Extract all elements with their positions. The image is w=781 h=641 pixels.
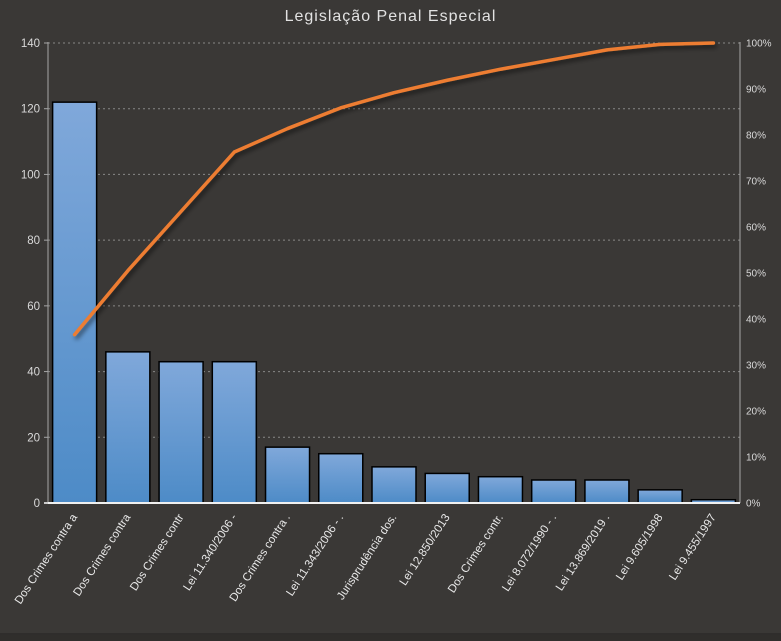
y-right-tick-label: 20%	[746, 407, 766, 418]
x-category-label: Lei 9.605/1998	[614, 512, 666, 582]
x-category-label: Dos Crimes contr	[128, 512, 187, 593]
x-category-label: Lei 11.340/2006 -	[181, 512, 239, 593]
bar-6[interactable]	[318, 452, 364, 504]
y-left-tick-label: 20	[27, 432, 40, 444]
bottom-edge	[0, 633, 781, 641]
cumulative-line[interactable]	[72, 41, 716, 337]
x-category-label: Dos Crimes contra .	[228, 512, 293, 604]
x-category-label: Lei 11.343/2006 - .	[284, 512, 346, 598]
y-right-tick-label: 70%	[746, 177, 766, 188]
x-category-label: Dos Crimes contra	[71, 512, 133, 599]
y-left-tick-label: 0	[34, 498, 40, 510]
y-right-tick-label: 60%	[746, 223, 766, 234]
x-category-label: Lei 13.869/2019 .	[554, 512, 612, 593]
y-left-tick-label: 80	[27, 235, 40, 247]
bar-9[interactable]	[477, 475, 524, 504]
y-right-tick-label: 100%	[746, 39, 772, 50]
y-left-tick-label: 120	[21, 104, 40, 116]
y-axis-left-labels: 0 20 40 60 80 100 120 140	[21, 38, 48, 510]
y-left-tick-label: 100	[21, 169, 40, 181]
gridlines	[48, 42, 740, 438]
y-right-tick-label: 0%	[746, 499, 761, 510]
y-right-tick-label: 30%	[746, 361, 766, 372]
bar-12[interactable]	[637, 489, 683, 504]
bar-2[interactable]	[105, 351, 151, 504]
bar-series	[51, 101, 737, 504]
bar-3[interactable]	[158, 360, 204, 504]
y-left-tick-label: 40	[27, 367, 40, 379]
bar-7[interactable]	[371, 466, 417, 504]
bar-10[interactable]	[530, 479, 577, 504]
chart-title: Legislação Penal Especial	[284, 8, 497, 25]
bar-8[interactable]	[424, 472, 470, 504]
y-right-tick-label: 90%	[746, 85, 766, 96]
bar-4[interactable]	[211, 360, 258, 504]
x-category-label: Jurisprudência dos.	[335, 512, 399, 602]
bar-1[interactable]	[51, 101, 98, 504]
y-left-tick-label: 60	[27, 301, 40, 313]
x-category-label: Lei 12.850/2013	[398, 512, 453, 588]
bar-11[interactable]	[584, 479, 630, 504]
x-category-label: Lei 8.072/1990 - .	[500, 512, 559, 594]
y-right-tick-label: 50%	[746, 269, 766, 280]
axes	[44, 42, 741, 504]
y-right-tick-label: 40%	[746, 315, 766, 326]
x-category-label: Dos Crimes contr.	[446, 512, 506, 595]
x-category-label: Lei 9.455/1997	[667, 512, 719, 582]
y-right-tick-label: 10%	[746, 453, 766, 464]
bar-5[interactable]	[264, 446, 311, 504]
y-axis-right-labels: 0% 10% 20% 30% 40% 50% 60% 70% 80% 90% 100%	[746, 39, 772, 510]
y-right-tick-label: 80%	[746, 131, 766, 142]
y-left-tick-label: 140	[21, 38, 40, 50]
